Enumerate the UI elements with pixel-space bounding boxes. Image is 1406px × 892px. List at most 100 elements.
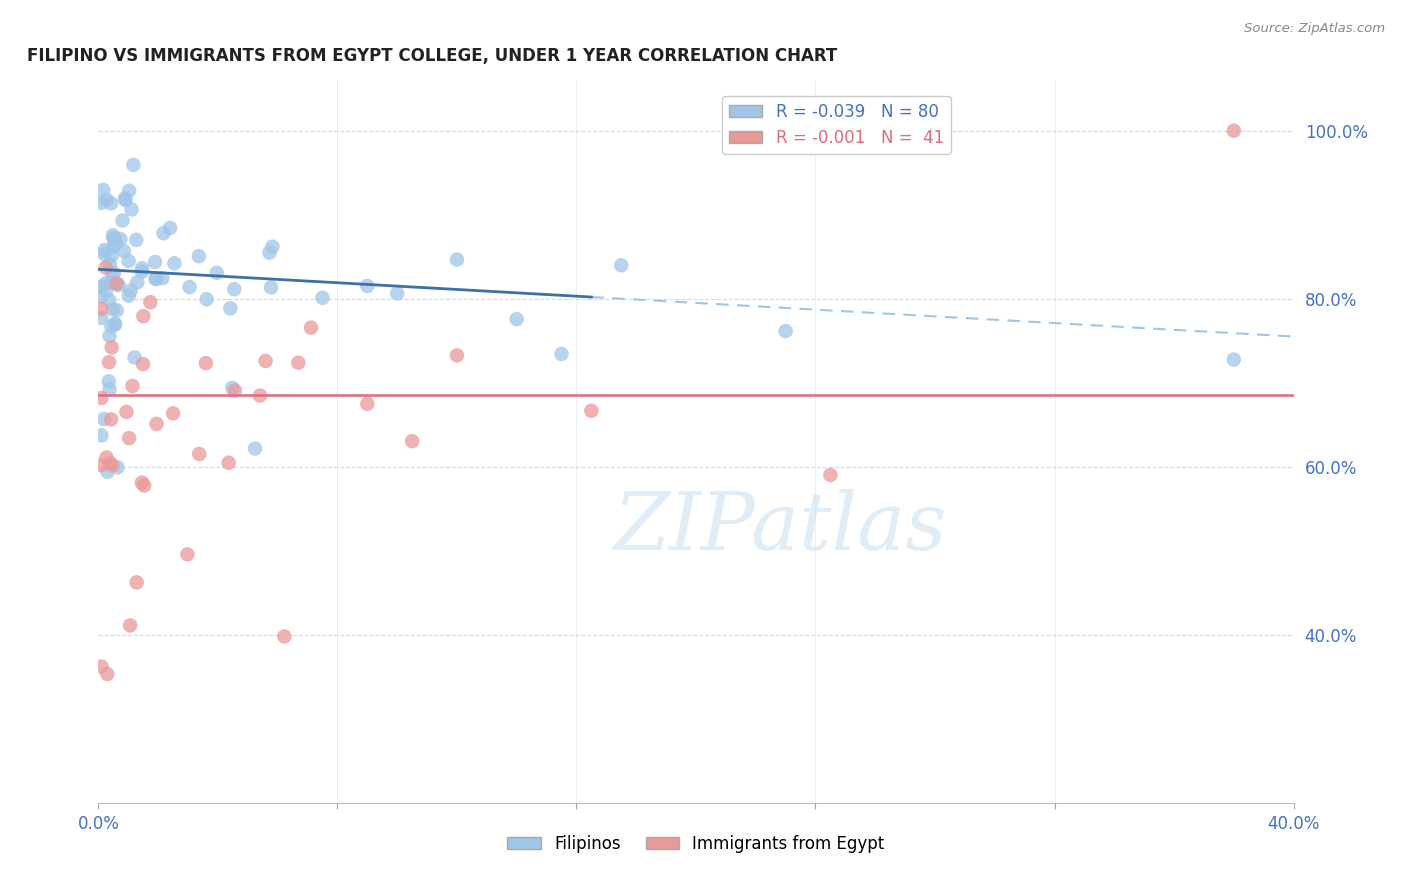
Point [610,258,633,272]
Point [90,391,112,405]
Point [195,292,218,306]
Point [152,271,174,285]
Point [311,291,333,305]
Point [118,431,141,445]
Point [110,232,132,246]
Point [132,309,155,323]
Point [143,255,166,269]
Point [299,320,322,334]
Point [506,312,529,326]
Point [176,547,198,561]
Point [205,266,228,280]
Point [188,447,211,461]
Point [103,231,125,245]
Point [401,434,423,449]
Text: FILIPINO VS IMMIGRANTS FROM EGYPT COLLEGE, UNDER 1 YEAR CORRELATION CHART: FILIPINO VS IMMIGRANTS FROM EGYPT COLLEG… [27,47,837,65]
Point [96,450,118,465]
Point [385,286,409,301]
Point [100,340,122,354]
Point [96,193,118,207]
Point [159,221,181,235]
Point [179,280,201,294]
Point [90,279,112,293]
Point [273,630,295,644]
Point [90,659,112,673]
Text: ZIPatlas: ZIPatlas [613,490,946,567]
Point [98,329,121,343]
Point [120,284,142,298]
Point [114,193,136,207]
Point [550,347,572,361]
Point [125,575,148,590]
Point [97,374,120,388]
Point [101,458,124,473]
Point [104,318,127,332]
Point [98,257,121,271]
Point [254,354,277,368]
Point [94,260,117,275]
Point [112,244,135,259]
Point [1223,124,1246,138]
Point [125,233,148,247]
Point [145,272,167,286]
Point [98,355,121,369]
Point [117,253,139,268]
Point [105,236,128,251]
Point [114,192,136,206]
Point [103,266,125,280]
Point [120,618,142,632]
Point [94,276,117,290]
Point [98,293,121,308]
Point [93,412,115,426]
Point [820,468,842,483]
Point [132,357,155,371]
Point [98,383,121,397]
Point [101,240,124,254]
Point [93,243,115,257]
Point [90,428,112,442]
Point [446,348,468,362]
Point [94,284,117,298]
Point [91,183,114,197]
Point [356,279,378,293]
Point [101,228,124,243]
Point [100,248,122,262]
Point [194,356,217,370]
Point [101,267,124,281]
Point [107,278,129,293]
Point [131,475,153,490]
Point [115,405,138,419]
Point [101,302,124,317]
Point [131,265,153,279]
Point [96,667,118,681]
Point [259,245,281,260]
Point [581,404,603,418]
Point [243,442,266,456]
Point [162,406,184,420]
Point [104,317,127,331]
Point [131,261,153,276]
Point [145,271,167,285]
Point [105,303,128,318]
Point [145,417,167,431]
Point [90,310,112,325]
Point [105,276,128,290]
Point [96,465,118,479]
Point [122,158,145,172]
Point [100,276,122,290]
Legend: Filipinos, Immigrants from Egypt: Filipinos, Immigrants from Egypt [501,828,891,860]
Point [100,319,122,334]
Point [1223,352,1246,367]
Point [260,280,283,294]
Point [249,388,271,402]
Point [221,381,243,395]
Point [103,231,125,245]
Point [90,195,112,210]
Point [287,356,309,370]
Point [111,213,134,227]
Point [124,351,146,365]
Point [356,397,378,411]
Point [134,478,156,492]
Point [775,324,797,338]
Point [446,252,468,267]
